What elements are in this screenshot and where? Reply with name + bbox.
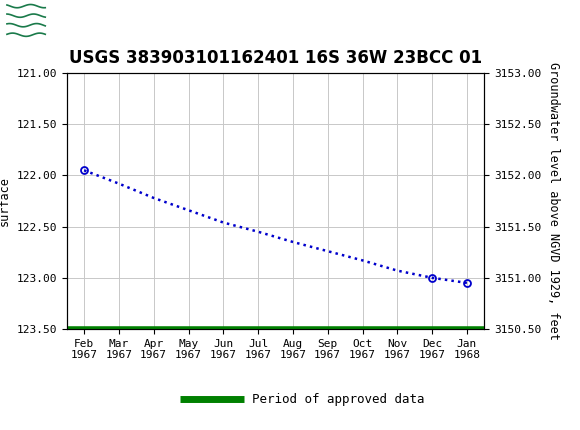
Y-axis label: Depth to water level, feet below land
surface: Depth to water level, feet below land su… bbox=[0, 69, 11, 333]
Y-axis label: Groundwater level above NGVD 1929, feet: Groundwater level above NGVD 1929, feet bbox=[547, 62, 560, 340]
Text: Period of approved data: Period of approved data bbox=[252, 393, 425, 406]
Text: USGS: USGS bbox=[90, 10, 154, 31]
Title: USGS 383903101162401 16S 36W 23BCC 01: USGS 383903101162401 16S 36W 23BCC 01 bbox=[69, 49, 482, 68]
Bar bbox=[6, 2, 46, 39]
